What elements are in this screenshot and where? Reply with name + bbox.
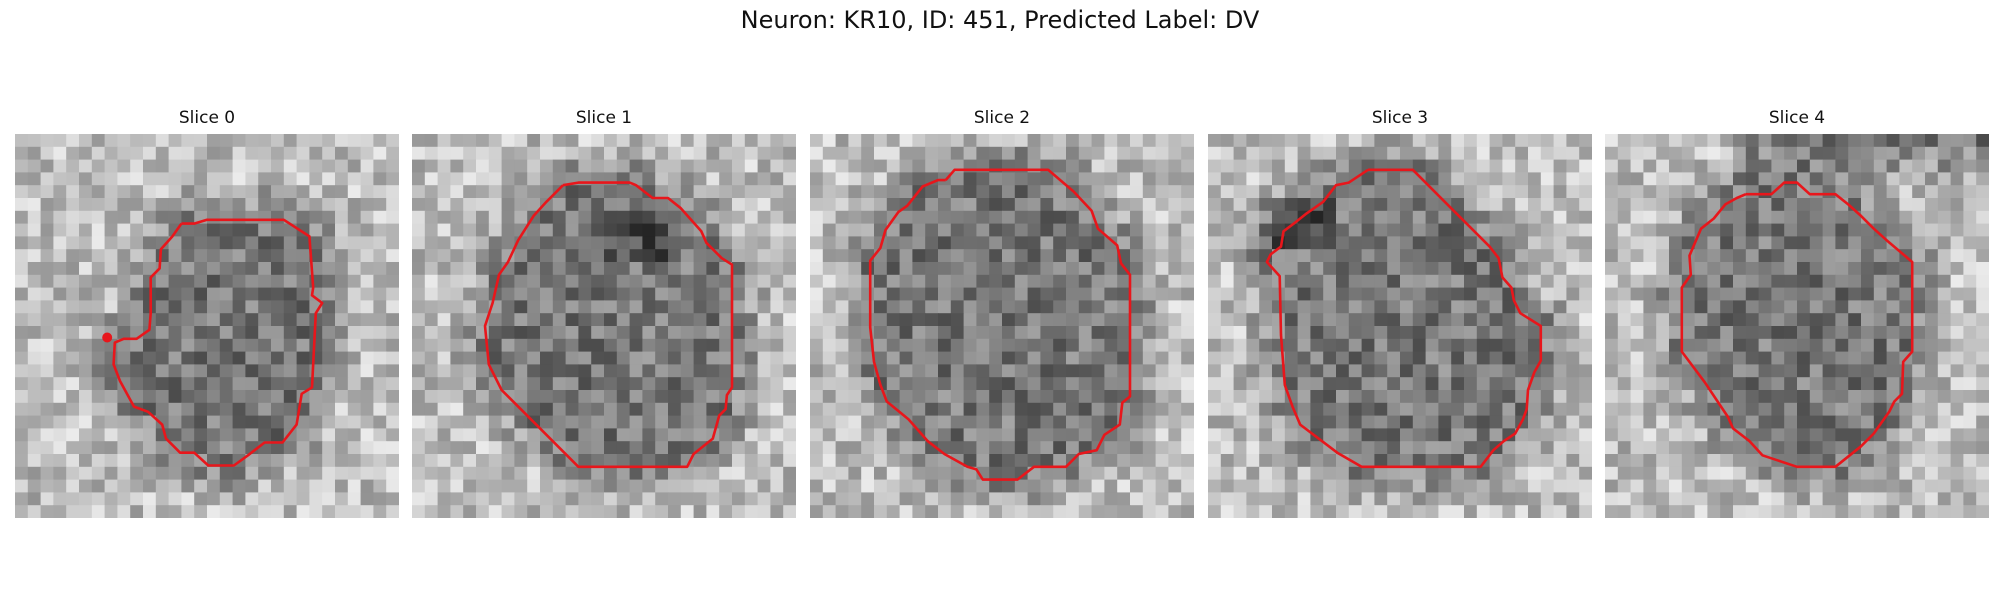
- slice-image: [1605, 134, 1989, 518]
- slice-title: Slice 1: [575, 108, 633, 128]
- slice-title: Slice 0: [178, 108, 236, 128]
- grayscale-pixel-grid: [810, 134, 1194, 518]
- grayscale-pixel-grid: [412, 134, 796, 518]
- slice-title: Slice 4: [1768, 108, 1826, 128]
- neuron-contour: [1265, 168, 1543, 469]
- neuron-contour: [483, 181, 734, 469]
- neuron-contour: [112, 218, 324, 467]
- slice-image: [810, 134, 1194, 518]
- slice-title: Slice 2: [973, 108, 1031, 128]
- neuron-contour: [868, 168, 1132, 481]
- neuron-contour: [1680, 181, 1914, 469]
- grayscale-pixel-grid: [15, 134, 399, 518]
- slice-image: [1208, 134, 1592, 518]
- figure-title: Neuron: KR10, ID: 451, Predicted Label: …: [740, 6, 1260, 34]
- slice-title: Slice 3: [1371, 108, 1429, 128]
- slice-image: [15, 134, 399, 518]
- slice-image: [412, 134, 796, 518]
- grayscale-pixel-grid: [1605, 134, 1989, 518]
- grayscale-pixel-grid: [1208, 134, 1592, 518]
- marker-dot: [102, 332, 113, 343]
